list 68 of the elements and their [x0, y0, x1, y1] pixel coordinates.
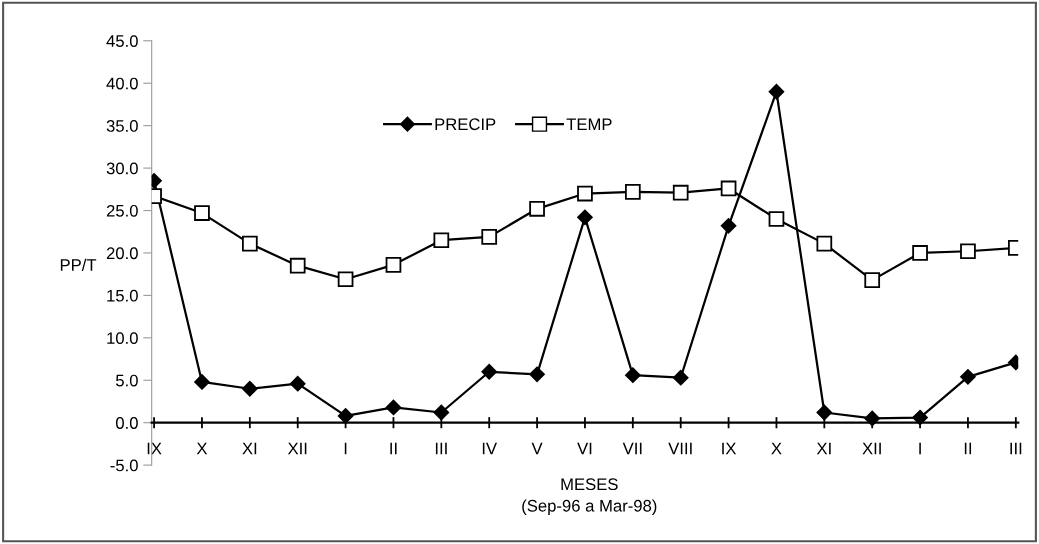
y-tick-label: 30.0 — [106, 162, 138, 175]
legend-label: PRECIP — [435, 118, 496, 131]
y-tick-label: 25.0 — [106, 204, 138, 217]
x-tick-label: IV — [482, 442, 498, 455]
x-tick-label: X — [196, 442, 208, 455]
point — [720, 218, 737, 234]
point — [242, 380, 258, 397]
point — [960, 243, 976, 260]
y-tick-label: -5.0 — [110, 459, 138, 472]
x-tick-label: IX — [722, 442, 737, 455]
point — [816, 235, 833, 252]
x-tick-label: I — [344, 442, 347, 455]
x-tick-label: XII — [287, 442, 307, 455]
point — [960, 369, 976, 385]
y-tick-label: 40.0 — [106, 77, 138, 90]
y-tick-label: 10.0 — [107, 332, 138, 345]
x-tick-label: VIII — [668, 442, 692, 455]
x-tick-label: XI — [242, 442, 257, 455]
point — [194, 205, 210, 221]
y-tick-label: 15.0 — [107, 289, 138, 302]
point — [337, 271, 354, 288]
point — [481, 363, 497, 380]
x-tick-label: I — [919, 442, 921, 455]
point — [768, 211, 785, 227]
point — [385, 256, 402, 273]
point — [720, 180, 737, 197]
x-axis-title: MESES (Sep-96 a Mar-98) — [522, 478, 657, 515]
x-tick-label: V — [531, 442, 543, 455]
x-tick-label: VI — [577, 442, 592, 455]
x-tick-label: III — [1010, 442, 1022, 455]
point — [577, 209, 593, 226]
x-tick-label: XII — [862, 442, 881, 455]
point — [194, 374, 210, 390]
point — [672, 184, 689, 201]
point — [241, 235, 258, 252]
point — [912, 245, 928, 261]
point — [768, 83, 785, 100]
x-tick-label: II — [964, 442, 972, 455]
point — [625, 367, 641, 383]
point — [433, 404, 450, 421]
x-tick-label: XI — [816, 442, 831, 455]
point — [864, 410, 880, 427]
point — [912, 409, 928, 426]
point — [289, 257, 306, 274]
y-tick-label: 45.0 — [106, 35, 138, 47]
point — [337, 408, 354, 424]
y-tick-label: 20.0 — [106, 247, 138, 260]
point — [864, 272, 881, 288]
point — [529, 366, 545, 383]
x-tick-label: III — [435, 442, 447, 455]
y-tick-label: 35.0 — [106, 120, 138, 132]
legend-label: TEMP — [566, 118, 612, 130]
y-tick-label: 5.0 — [116, 374, 138, 387]
x-tick-label: IX — [147, 442, 162, 455]
point — [481, 228, 498, 245]
point — [385, 399, 402, 416]
x-tick-label: VII — [622, 442, 642, 455]
y-axis-title: PP/T — [60, 258, 97, 271]
point — [433, 232, 450, 249]
point — [529, 200, 545, 217]
point — [624, 184, 641, 200]
y-tick-label: 0.0 — [115, 417, 138, 429]
x-tick-label: II — [390, 442, 397, 455]
point — [289, 375, 306, 392]
x-tick-label: X — [771, 442, 782, 455]
point — [672, 369, 689, 386]
point — [816, 404, 833, 421]
point — [577, 185, 593, 202]
